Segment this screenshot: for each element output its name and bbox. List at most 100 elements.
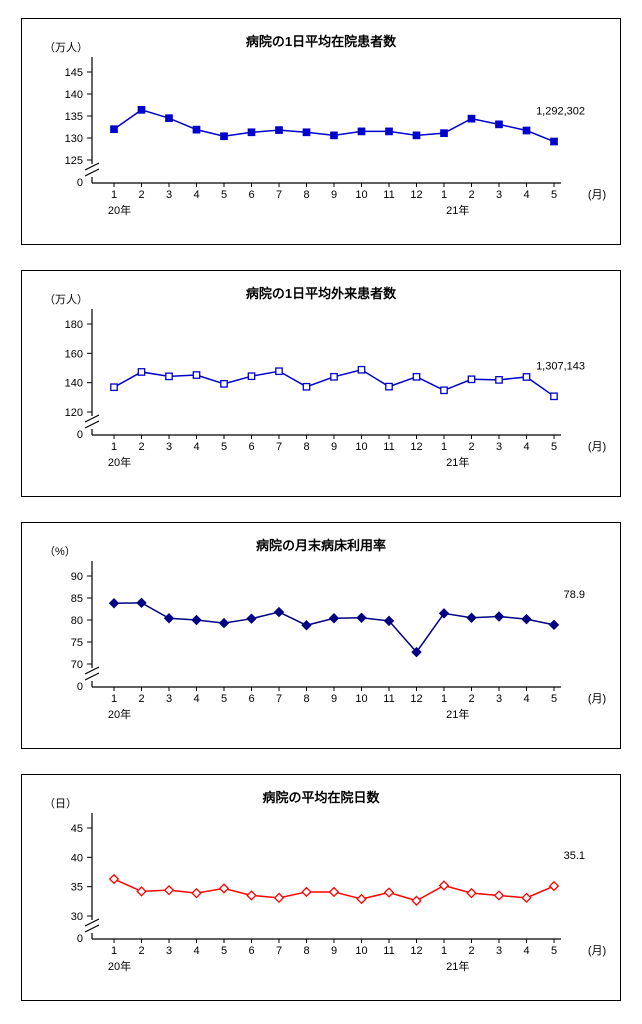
data-point-marker <box>301 620 312 631</box>
data-point-marker <box>438 608 450 619</box>
x-tick-label: 1 <box>441 693 447 705</box>
x-tick-label: 1 <box>441 441 447 453</box>
data-point-marker <box>247 128 256 137</box>
x-tick-label: 4 <box>523 693 529 705</box>
x-tick-label: 2 <box>468 189 474 201</box>
data-point-marker <box>136 597 147 609</box>
x-tick-label: 5 <box>221 441 227 453</box>
data-point-marker <box>108 873 120 885</box>
data-point-marker <box>466 887 477 899</box>
last-value-label: 1,307,143 <box>536 360 585 372</box>
x-tick-label: 3 <box>496 693 502 705</box>
y-tick-label: 130 <box>65 133 83 145</box>
x-tick-label: 2 <box>138 189 144 201</box>
x-tick-label: 3 <box>166 693 172 705</box>
x-tick-label: 8 <box>303 441 309 453</box>
x-tick-label: 9 <box>331 945 337 957</box>
y-zero-label: 0 <box>77 177 83 189</box>
data-point-marker <box>275 367 283 376</box>
data-point-marker <box>438 880 450 891</box>
data-point-marker <box>192 125 201 134</box>
x-tick-label: 4 <box>193 693 199 705</box>
y-tick-label: 140 <box>65 89 83 101</box>
axis-break-icon <box>84 918 100 927</box>
data-point-marker <box>218 883 230 894</box>
data-point-marker <box>136 886 147 897</box>
x-tick-label: 12 <box>410 189 422 201</box>
unit-label: （万人） <box>44 293 88 306</box>
year-label: 20年 <box>108 455 131 469</box>
year-label: 21年 <box>446 707 469 721</box>
x-tick-label: 2 <box>468 693 474 705</box>
x-tick-label: 9 <box>331 441 337 453</box>
data-point-marker <box>411 895 422 906</box>
x-tick-label: 7 <box>276 441 282 453</box>
data-point-marker <box>302 382 311 391</box>
x-tick-label: 11 <box>383 945 394 957</box>
x-tick-label: 11 <box>383 693 394 705</box>
x-tick-label: 3 <box>166 945 172 957</box>
x-tick-label: 4 <box>523 441 529 453</box>
data-point-marker <box>412 131 421 140</box>
data-point-marker <box>383 615 395 627</box>
x-tick-label: 3 <box>166 441 172 453</box>
month-unit-label: (月) <box>588 441 606 453</box>
x-tick-label: 1 <box>111 693 117 705</box>
x-tick-label: 12 <box>410 945 422 957</box>
y-tick-label: 35 <box>71 882 83 894</box>
data-point-marker <box>247 372 256 381</box>
month-unit-label: (月) <box>588 693 606 705</box>
data-point-marker <box>550 137 558 146</box>
data-point-marker <box>493 890 505 901</box>
y-zero-label: 0 <box>77 933 83 945</box>
data-point-marker <box>246 890 257 901</box>
x-tick-label: 8 <box>303 189 309 201</box>
x-tick-label: 3 <box>496 945 502 957</box>
x-tick-label: 5 <box>551 693 557 705</box>
data-point-marker <box>357 127 366 136</box>
month-unit-label: (月) <box>588 189 606 201</box>
x-tick-label: 3 <box>166 189 172 201</box>
x-tick-label: 2 <box>138 693 144 705</box>
data-point-marker <box>110 383 118 392</box>
y-tick-label: 125 <box>65 155 83 167</box>
data-point-marker <box>493 611 505 622</box>
data-point-marker <box>412 372 421 381</box>
x-tick-label: 4 <box>193 945 199 957</box>
x-tick-label: 8 <box>303 693 309 705</box>
y-tick-label: 30 <box>71 911 83 923</box>
data-point-marker <box>548 619 560 631</box>
x-tick-label: 11 <box>383 441 394 453</box>
data-point-marker <box>110 125 118 134</box>
data-point-marker <box>137 105 146 114</box>
x-tick-label: 12 <box>410 693 422 705</box>
y-tick-label: 180 <box>65 319 83 331</box>
x-tick-label: 1 <box>111 945 117 957</box>
axis-break-icon <box>84 168 100 177</box>
y-tick-label: 160 <box>65 348 83 360</box>
y-tick-label: 145 <box>65 67 83 79</box>
x-tick-label: 2 <box>138 441 144 453</box>
x-tick-label: 1 <box>441 189 447 201</box>
year-label: 20年 <box>108 959 131 973</box>
series-line <box>113 602 555 654</box>
x-tick-label: 6 <box>248 945 254 957</box>
x-tick-label: 7 <box>276 693 282 705</box>
axis-break-icon <box>84 420 100 429</box>
data-point-marker <box>495 120 503 129</box>
data-point-marker <box>522 126 531 135</box>
last-value-label: 35.1 <box>564 850 585 862</box>
data-point-marker <box>301 886 312 898</box>
axis-break-mask <box>84 164 100 177</box>
y-tick-label: 45 <box>71 823 83 835</box>
data-point-marker <box>383 887 395 898</box>
data-point-marker <box>328 886 340 898</box>
x-tick-label: 10 <box>355 693 367 705</box>
x-tick-label: 10 <box>355 945 367 957</box>
y-tick-label: 75 <box>71 637 83 649</box>
unit-label: （万人） <box>44 41 88 54</box>
x-tick-label: 5 <box>221 945 227 957</box>
x-tick-label: 1 <box>441 945 447 957</box>
axis-break-mask <box>84 668 100 681</box>
